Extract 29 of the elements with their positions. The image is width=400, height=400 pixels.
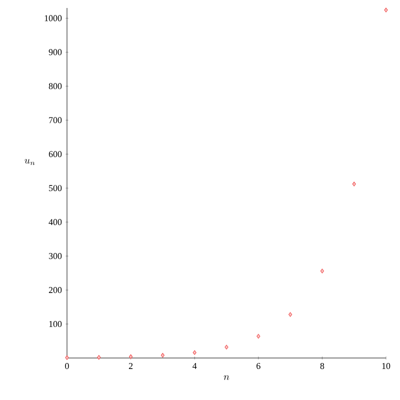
x-tick-label: 4 [192, 363, 197, 369]
x-tick-label: 10 [382, 363, 390, 370]
y-tick-label: 200 [48, 287, 62, 294]
x-tick-label: 2 [128, 363, 133, 369]
y-tick-label: 900 [48, 49, 62, 56]
y-tick-label: 800 [48, 83, 62, 90]
point [192, 350, 196, 355]
point [129, 354, 133, 359]
point [97, 355, 101, 360]
x-tick-label: 8 [320, 363, 324, 370]
point [384, 8, 388, 12]
y-tick-label: 600 [48, 151, 62, 158]
x-axis-title: $n$ [224, 375, 230, 380]
y-tick-label: 700 [49, 117, 62, 124]
y-tick-label: 500 [49, 185, 62, 192]
y-tick-label: 400 [48, 219, 62, 226]
y-tick-label: 100 [49, 320, 62, 328]
point [320, 268, 324, 274]
point [160, 352, 164, 358]
point [288, 312, 292, 317]
y-axis-title: $u_{n}$ [24, 158, 35, 165]
point [224, 344, 228, 350]
point [65, 355, 69, 360]
y-tick-label: 300 [48, 253, 62, 260]
y-tick-label: 1000 [44, 15, 62, 22]
point [256, 334, 260, 339]
point [352, 182, 356, 186]
x-tick-label: 0 [65, 363, 69, 370]
x-tick-label: 6 [256, 363, 260, 370]
